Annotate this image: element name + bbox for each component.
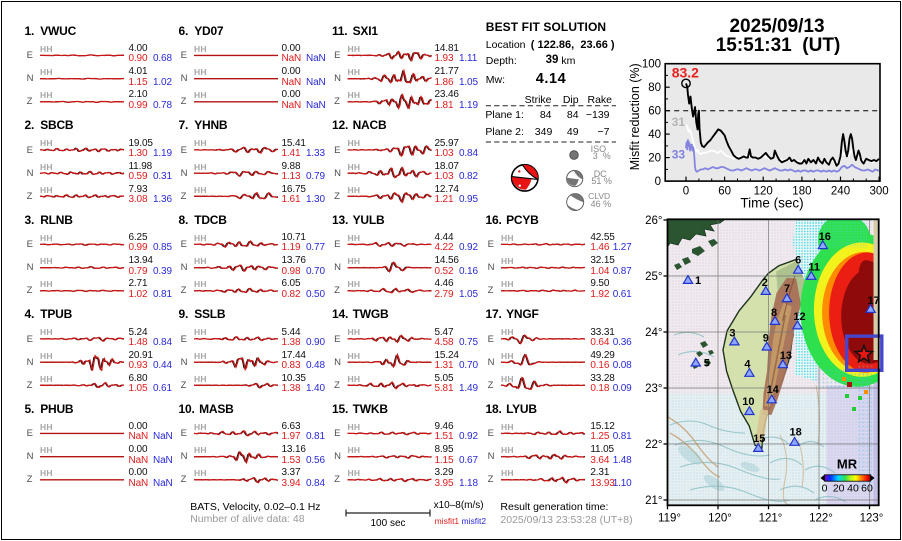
svg-text:20: 20	[833, 483, 845, 495]
svg-text:60: 60	[861, 483, 873, 495]
svg-text:100: 100	[642, 59, 661, 71]
svg-text:20: 20	[648, 153, 661, 165]
svg-text:15: 15	[753, 433, 765, 445]
svg-text:17: 17	[867, 295, 879, 307]
svg-text:80: 80	[648, 82, 661, 94]
svg-text:26°: 26°	[645, 215, 662, 227]
svg-text:40: 40	[648, 129, 661, 141]
svg-text:22°: 22°	[645, 439, 662, 451]
svg-text:121°: 121°	[759, 512, 783, 524]
svg-text:119°: 119°	[658, 512, 681, 524]
svg-text:8: 8	[771, 307, 777, 319]
svg-text:11: 11	[808, 262, 820, 274]
svg-text:14: 14	[767, 384, 780, 396]
svg-text:240: 240	[831, 186, 850, 198]
svg-text:180: 180	[792, 186, 811, 198]
svg-text:2: 2	[762, 277, 768, 289]
svg-text:0: 0	[822, 483, 828, 495]
svg-text:6: 6	[795, 255, 801, 267]
svg-text:12: 12	[793, 311, 805, 323]
svg-text:25°: 25°	[645, 271, 662, 283]
svg-text:16: 16	[819, 231, 831, 243]
svg-text:Time (sec): Time (sec)	[740, 196, 803, 211]
svg-text:9: 9	[763, 332, 769, 344]
svg-text:23°: 23°	[645, 383, 662, 395]
svg-text:18: 18	[789, 427, 801, 439]
svg-text:31: 31	[672, 115, 686, 129]
svg-text:1: 1	[695, 275, 701, 287]
svg-text:60: 60	[718, 186, 731, 198]
svg-text:83.2: 83.2	[672, 65, 699, 81]
svg-text:120°: 120°	[708, 512, 732, 524]
svg-text:60: 60	[648, 106, 661, 118]
svg-text:33: 33	[672, 148, 686, 162]
svg-text:122°: 122°	[809, 512, 833, 524]
svg-text:40: 40	[847, 483, 859, 495]
svg-text:0: 0	[655, 176, 661, 188]
svg-text:MR: MR	[837, 456, 858, 471]
svg-text:0: 0	[683, 186, 689, 198]
svg-text:120: 120	[754, 186, 773, 198]
svg-text:5: 5	[704, 357, 710, 369]
svg-text:3: 3	[729, 327, 735, 339]
svg-text:10: 10	[742, 396, 754, 408]
svg-text:7: 7	[784, 283, 790, 295]
svg-text:300: 300	[870, 186, 889, 198]
svg-text:24°: 24°	[645, 327, 662, 339]
svg-text:13: 13	[780, 350, 792, 362]
svg-text:123°: 123°	[860, 512, 884, 524]
svg-text:21°: 21°	[645, 495, 662, 507]
svg-text:4: 4	[744, 359, 751, 371]
